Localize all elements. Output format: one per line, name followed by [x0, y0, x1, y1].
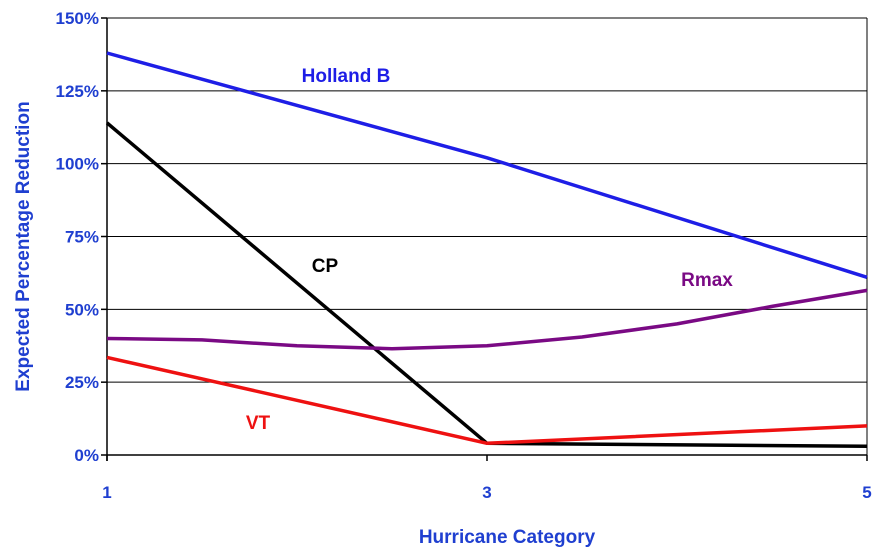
- y-tick-label: 125%: [56, 82, 99, 101]
- y-tick-label: 0%: [74, 446, 99, 465]
- series-label: VT: [246, 413, 271, 434]
- series-label: CP: [312, 256, 339, 277]
- series-labels: Holland B CP Rmax VT: [246, 66, 733, 434]
- y-tick-label: 50%: [65, 300, 99, 319]
- series-label: Rmax: [681, 270, 733, 291]
- series-line-vt: [106, 355, 868, 446]
- y-tick-label: 150%: [56, 9, 99, 28]
- x-tick-labels: 1 3 5: [102, 483, 871, 502]
- y-tick-label: 75%: [65, 228, 99, 247]
- series-label: Holland B: [302, 66, 391, 87]
- gridlines: [107, 17, 867, 383]
- y-tick-labels: 0% 25% 50% 75% 100% 125% 150%: [56, 9, 99, 465]
- x-axis-title: Hurricane Category: [419, 527, 596, 548]
- series-line-holland-b: [106, 51, 868, 279]
- axes: [101, 17, 868, 461]
- series-lines: [105, 51, 868, 449]
- y-tick-label: 100%: [56, 155, 99, 174]
- series-line-cp: [105, 121, 868, 449]
- series-line-rmax: [106, 288, 868, 351]
- y-tick-label: 25%: [65, 373, 99, 392]
- x-tick-label: 5: [862, 483, 871, 502]
- y-axis-title: Expected Percentage Reduction: [13, 101, 34, 391]
- x-tick-label: 1: [102, 483, 111, 502]
- x-tick-label: 3: [482, 483, 491, 502]
